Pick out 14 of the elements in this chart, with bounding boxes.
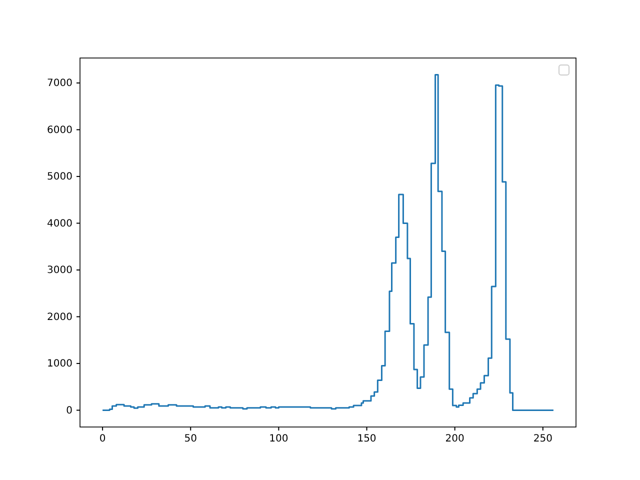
x-tick-label: 0: [99, 434, 106, 445]
x-tick-label: 200: [445, 434, 464, 445]
y-tick-label: 5000: [47, 172, 72, 183]
x-tick-label: 50: [184, 434, 197, 445]
y-tick-label: 0: [66, 405, 72, 416]
y-tick-label: 7000: [47, 78, 72, 90]
y-tick-label: 3000: [47, 265, 72, 276]
y-tick-label: 6000: [47, 124, 72, 136]
x-tick-label: 250: [533, 434, 552, 445]
y-tick-label: 1000: [47, 358, 72, 370]
y-tick-label: 4000: [47, 218, 72, 230]
x-tick-label: 100: [269, 434, 288, 445]
x-tick-label: 150: [357, 434, 376, 445]
y-tick-label: 2000: [47, 312, 72, 323]
